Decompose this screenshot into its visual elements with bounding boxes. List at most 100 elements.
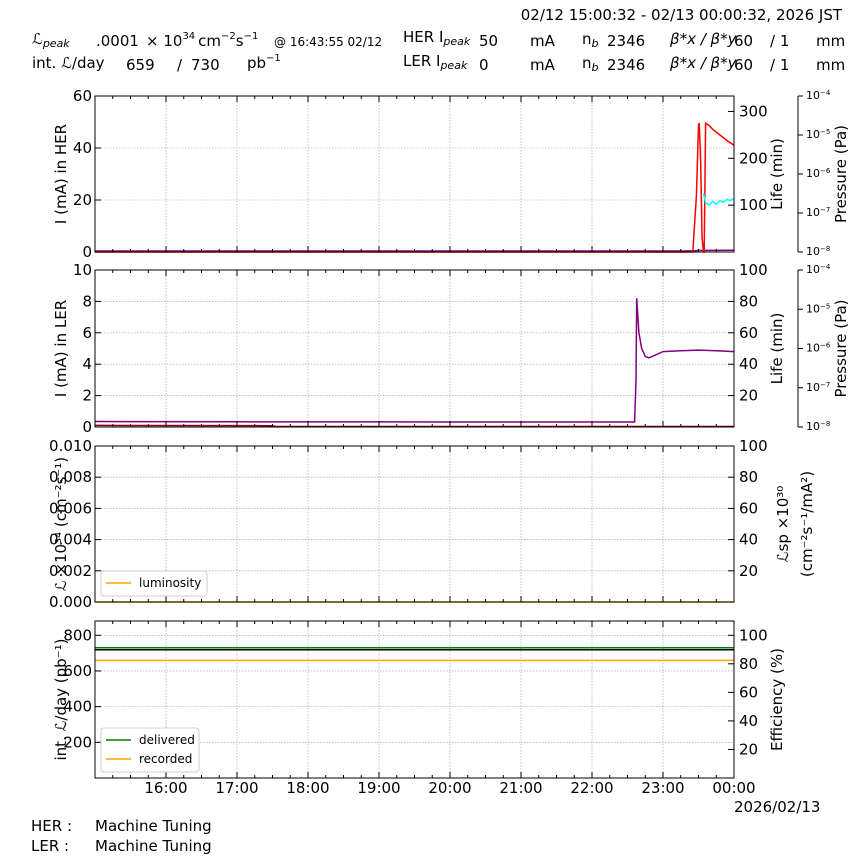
her-nb-value: 2346	[607, 32, 645, 50]
y-tick-label: 0	[82, 243, 92, 261]
her-beta-label: β*x / β*y	[669, 30, 738, 48]
her-status-value: Machine Tuning	[95, 817, 212, 835]
y2-tick-label: 20	[739, 740, 758, 758]
y2-tick-label: 40	[739, 531, 758, 549]
peak-lumi-label: ℒpeak	[32, 30, 70, 50]
ler-peak-value: 0	[479, 56, 489, 74]
pressure-tick-label: 10−7	[806, 206, 830, 219]
pressure-tick-label: 10−4	[806, 263, 831, 276]
legend-box	[100, 570, 208, 597]
y-tick-label: 200	[63, 733, 92, 751]
ler-peak-label: LER Ipeak	[403, 52, 468, 72]
x-tick-label: 23:00	[641, 779, 684, 797]
y-tick-label: 4	[82, 355, 92, 373]
y2-tick-label: 100	[739, 626, 768, 644]
y2-tick-label: 20	[739, 387, 758, 405]
y2-axis-label: Life (min)	[768, 313, 786, 385]
int-lumi-total: 730	[191, 56, 220, 74]
y2-tick-label: 80	[739, 292, 758, 310]
ler-betay-value: / 1	[770, 56, 789, 74]
pressure-tick-label: 10−8	[806, 245, 830, 258]
her-peak-unit: mA	[530, 32, 556, 50]
peak-lumi-value: .0001	[96, 32, 139, 50]
ler-betax-value: 60	[734, 56, 753, 74]
pressure-tick-label: 10−5	[806, 128, 830, 141]
ler-status-label: LER :	[31, 837, 69, 855]
x-tick-label: 21:00	[499, 779, 542, 797]
panel-intlumi: 200 400 600 800 20 40 60 80 100 int. ℒ/day (pb⁻¹)…	[52, 620, 786, 797]
y-axis-label: int. ℒ/day (pb⁻¹)	[52, 639, 70, 761]
series-line	[95, 121, 735, 253]
pressure-tick-label: 10−6	[806, 167, 831, 180]
ler-beta-label: β*x / β*y	[669, 54, 738, 72]
y-tick-label: 60	[73, 87, 92, 105]
panel-her: 0 20 40 60 100 200 300 I (mA) in HER Life (min) 1…	[52, 87, 850, 261]
y2-tick-label: 80	[739, 468, 758, 486]
ler-beta-unit: mm	[816, 56, 845, 74]
series-line	[94, 298, 735, 423]
date-label: 2026/02/13	[734, 798, 820, 816]
int-lumi-unit: pb−1	[247, 53, 281, 72]
int-lumi-value: 659	[126, 56, 155, 74]
her-betay-value: / 1	[770, 32, 789, 50]
pressure-tick-label: 10−4	[806, 89, 831, 102]
pressure-axis-label: Pressure (Pa)	[832, 125, 850, 223]
her-status-label: HER :	[31, 817, 72, 835]
y2-tick-label: 60	[739, 499, 758, 517]
y2-tick-label: 20	[739, 562, 758, 580]
y2-tick-label: 100	[739, 196, 768, 214]
x-tick-label: 19:00	[357, 779, 400, 797]
y-tick-label: 10	[73, 261, 92, 279]
series-line	[95, 249, 735, 252]
ler-nb-label: nb	[582, 54, 599, 74]
pressure-tick-label: 10−7	[806, 381, 830, 394]
x-tick-label: 20:00	[428, 779, 471, 797]
peak-lumi-unit: × 1034 cm−2s−1	[146, 31, 258, 50]
y-axis-label: I (mA) in LER	[52, 300, 70, 397]
her-peak-label: HER Ipeak	[403, 28, 471, 48]
footer: 2026/02/13 HER : Machine Tuning LER : Ma…	[31, 798, 820, 855]
pressure-axis-label: Pressure (Pa)	[832, 299, 850, 397]
y2-axis-label: Life (min)	[768, 138, 786, 210]
y-axis-label: ℒ ×10³⁴ (cm⁻²s⁻¹)	[52, 457, 70, 591]
plot-frame	[94, 95, 735, 253]
y2-tick-label: 200	[739, 149, 768, 167]
y2-tick-label: 300	[739, 102, 768, 120]
panel-lumi: 0.000 0.002 0.004 0.006 0.008 0.010 20 40 60 80 10…	[49, 437, 816, 611]
plot-frame	[94, 269, 735, 428]
her-beta-unit: mm	[816, 32, 845, 50]
int-lumi-label: int. ℒ/day	[32, 54, 105, 72]
ler-peak-unit: mA	[530, 56, 556, 74]
y-tick-label: 0.010	[49, 437, 92, 455]
ler-nb-value: 2346	[607, 56, 645, 74]
pressure-tick-label: 10−5	[806, 302, 830, 315]
y-tick-label: 0.002	[49, 562, 92, 580]
y2-tick-label: 40	[739, 355, 758, 373]
y-axis-label: I (mA) in HER	[52, 124, 70, 224]
series-line	[702, 193, 735, 207]
y2-tick-label: 40	[739, 712, 758, 730]
y-tick-label: 2	[82, 387, 92, 405]
legend-label-delivered: delivered	[139, 733, 195, 747]
her-betax-value: 60	[734, 32, 753, 50]
y-tick-label: 40	[73, 139, 92, 157]
y-tick-label: 6	[82, 324, 92, 342]
header: 02/12 15:00:32 - 02/13 00:00:32, 2026 JS…	[32, 6, 845, 74]
her-peak-value: 50	[479, 32, 498, 50]
y2-tick-label: 100	[739, 261, 768, 279]
y-tick-label: 800	[63, 626, 92, 644]
int-lumi-slash: /	[177, 56, 183, 74]
x-tick-label: 18:00	[286, 779, 329, 797]
y-tick-label: 0.000	[49, 593, 92, 611]
x-tick-label: 22:00	[570, 779, 613, 797]
pressure-tick-label: 10−8	[806, 420, 830, 433]
peak-lumi-time: @ 16:43:55 02/12	[274, 35, 382, 49]
legend-box	[100, 727, 200, 773]
y2-tick-label: 80	[739, 655, 758, 673]
y-tick-label: 20	[73, 191, 92, 209]
y2-tick-label: 60	[739, 683, 758, 701]
y-tick-label: 0.004	[49, 531, 92, 549]
y-tick-label: 0.008	[49, 468, 92, 486]
x-tick-label: 00:00	[712, 779, 755, 797]
